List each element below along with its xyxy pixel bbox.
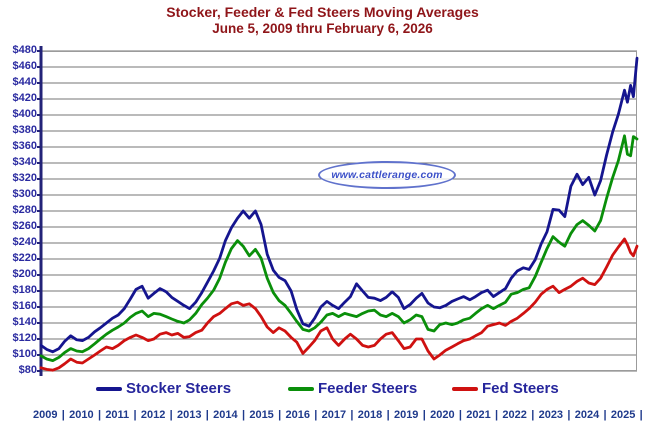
year-separator: | — [97, 409, 102, 421]
legend-item-stocker-steers: Stocker Steers — [96, 380, 231, 397]
legend-line-swatch — [288, 386, 314, 391]
y-axis-label: $460 — [12, 60, 37, 72]
chart-title: Stocker, Feeder & Fed Steers Moving Aver… — [166, 4, 479, 20]
year-separator: | — [531, 409, 535, 421]
y-axis-label: $280 — [12, 204, 37, 216]
y-axis-label: $480 — [12, 44, 37, 56]
y-axis-label: $360 — [12, 140, 37, 152]
year-separator: | — [61, 409, 65, 421]
year-separator: | — [241, 409, 246, 421]
year-separator: | — [422, 409, 426, 421]
y-axis-label: $380 — [12, 124, 37, 136]
year-label: 2017 — [321, 409, 347, 421]
year-label: 2014 — [213, 409, 238, 421]
year-separator: | — [386, 409, 390, 421]
year-label: 2022 — [502, 409, 527, 421]
y-axis-label: $100 — [12, 348, 37, 360]
y-axis-label: $120 — [12, 332, 37, 344]
year-label: 2020 — [430, 409, 455, 421]
y-axis-label: $180 — [12, 284, 37, 296]
year-label: 2016 — [285, 409, 310, 421]
year-separator: | — [169, 409, 173, 421]
year-separator: | — [603, 409, 607, 421]
legend-label: Stocker Steers — [126, 380, 232, 397]
y-axis-label: $440 — [12, 76, 37, 88]
year-separator: | — [205, 409, 209, 421]
year-separator: | — [567, 409, 571, 421]
year-separator: | — [278, 409, 282, 421]
y-axis-label: $420 — [12, 92, 37, 104]
legend-label: Feeder Steers — [318, 380, 418, 397]
year-label: 2021 — [466, 409, 491, 421]
plot-area — [37, 46, 639, 376]
legend: Stocker Steers Feeder Steers Fed Steers — [0, 380, 645, 400]
year-label: 2015 — [249, 409, 274, 421]
legend-item-feeder-steers: Feeder Steers — [288, 380, 417, 397]
legend-line-swatch — [452, 386, 478, 391]
year-separator: | — [314, 409, 318, 421]
year-label: 2011 — [105, 409, 130, 421]
year-label: 2024 — [574, 409, 600, 421]
y-axis-label: $140 — [12, 316, 37, 328]
y-axis-label: $260 — [12, 220, 37, 232]
year-separator: | — [458, 409, 462, 421]
year-label: 2013 — [177, 409, 202, 421]
legend-line-swatch — [96, 386, 122, 391]
year-label: 2012 — [140, 409, 166, 421]
legend-label: Fed Steers — [482, 380, 559, 397]
year-separator: | — [133, 409, 137, 421]
y-axis-label: $300 — [12, 188, 37, 200]
y-axis-label: $220 — [12, 252, 37, 264]
year-separator: | — [639, 409, 643, 421]
series-line-feeder-steers — [39, 134, 639, 363]
year-label: 2018 — [357, 409, 383, 421]
year-separator: | — [350, 409, 354, 421]
year-label: 2010 — [69, 409, 94, 421]
chart-subtitle: June 5, 2009 thru February 6, 2026 — [212, 21, 433, 36]
year-separator: | — [495, 409, 499, 421]
y-axis-label: $80 — [18, 364, 37, 376]
watermark-badge: www.cattlerange.com — [318, 161, 456, 189]
series-line-fed-steers — [39, 237, 639, 372]
y-axis-label: $320 — [12, 172, 37, 184]
watermark-text: www.cattlerange.com — [331, 169, 443, 181]
year-label: 2009 — [33, 409, 58, 421]
x-axis-year-labels: 2009 | 2010 | 2011 | 2012 | 2013 | 2014 | 2015 | 2016 |… — [33, 409, 643, 421]
year-label: 2019 — [393, 409, 419, 421]
legend-item-fed-steers: Fed Steers — [452, 380, 559, 397]
y-axis-label: $240 — [12, 236, 37, 248]
y-axis-label: $400 — [12, 108, 37, 120]
series-line-stocker-steers — [39, 56, 639, 354]
year-label: 2023 — [538, 409, 564, 421]
y-axis-label: $200 — [12, 268, 37, 280]
y-axis-label: $340 — [12, 156, 37, 168]
y-axis-label: $160 — [12, 300, 37, 312]
year-label: 2025 — [610, 409, 636, 421]
